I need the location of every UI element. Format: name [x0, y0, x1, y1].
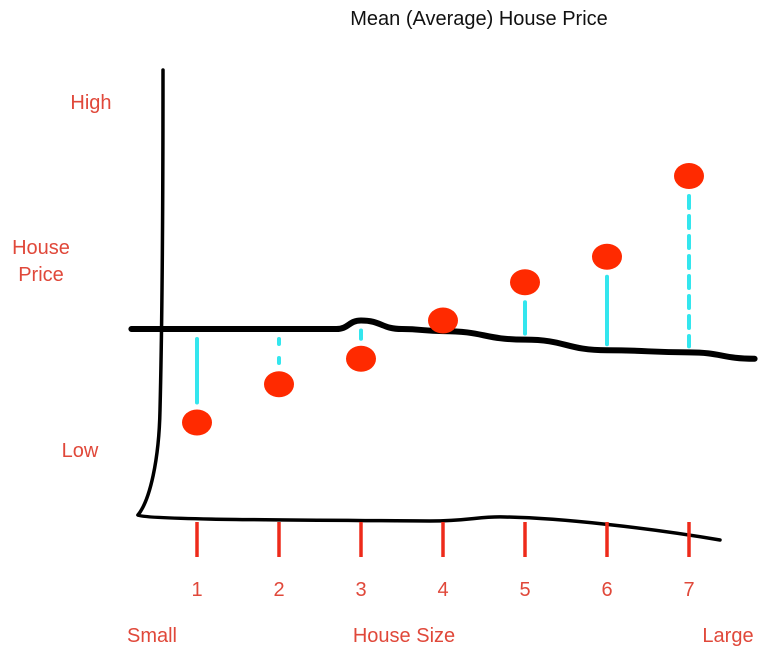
data-point: [346, 345, 376, 372]
chart-title: Mean (Average) House Price: [350, 8, 608, 30]
x-tick-label: 7: [683, 579, 694, 601]
x-tick-label: 6: [601, 579, 612, 601]
x-tick-label: 5: [519, 579, 530, 601]
mean-price-line: [128, 317, 758, 362]
y-high-label: High: [70, 92, 111, 114]
data-point: [510, 269, 540, 296]
data-point: [182, 409, 212, 436]
x-small-label: Small: [127, 625, 177, 647]
x-axis-line: [136, 513, 722, 542]
x-large-label: Large: [702, 625, 753, 647]
x-tick-label: 4: [437, 579, 448, 601]
y-axis-label-line-2: Price: [18, 264, 64, 286]
points-layer: [182, 163, 704, 436]
x-ticks-layer: 1 2 3 4 5 6 7: [191, 522, 695, 601]
y-axis-label-line-1: House: [12, 237, 70, 259]
x-tick-label: 3: [355, 579, 366, 601]
residuals-layer: [195, 194, 691, 405]
x-tick-label: 2: [273, 579, 284, 601]
mean-line-layer: [128, 317, 758, 362]
x-tick-label: 1: [191, 579, 202, 601]
y-low-label: Low: [62, 440, 99, 462]
y-axis-line: [136, 68, 165, 517]
data-point: [674, 163, 704, 189]
data-point: [264, 371, 294, 398]
x-axis-label: House Size: [353, 625, 455, 647]
data-point: [428, 307, 458, 334]
data-point: [592, 243, 622, 270]
